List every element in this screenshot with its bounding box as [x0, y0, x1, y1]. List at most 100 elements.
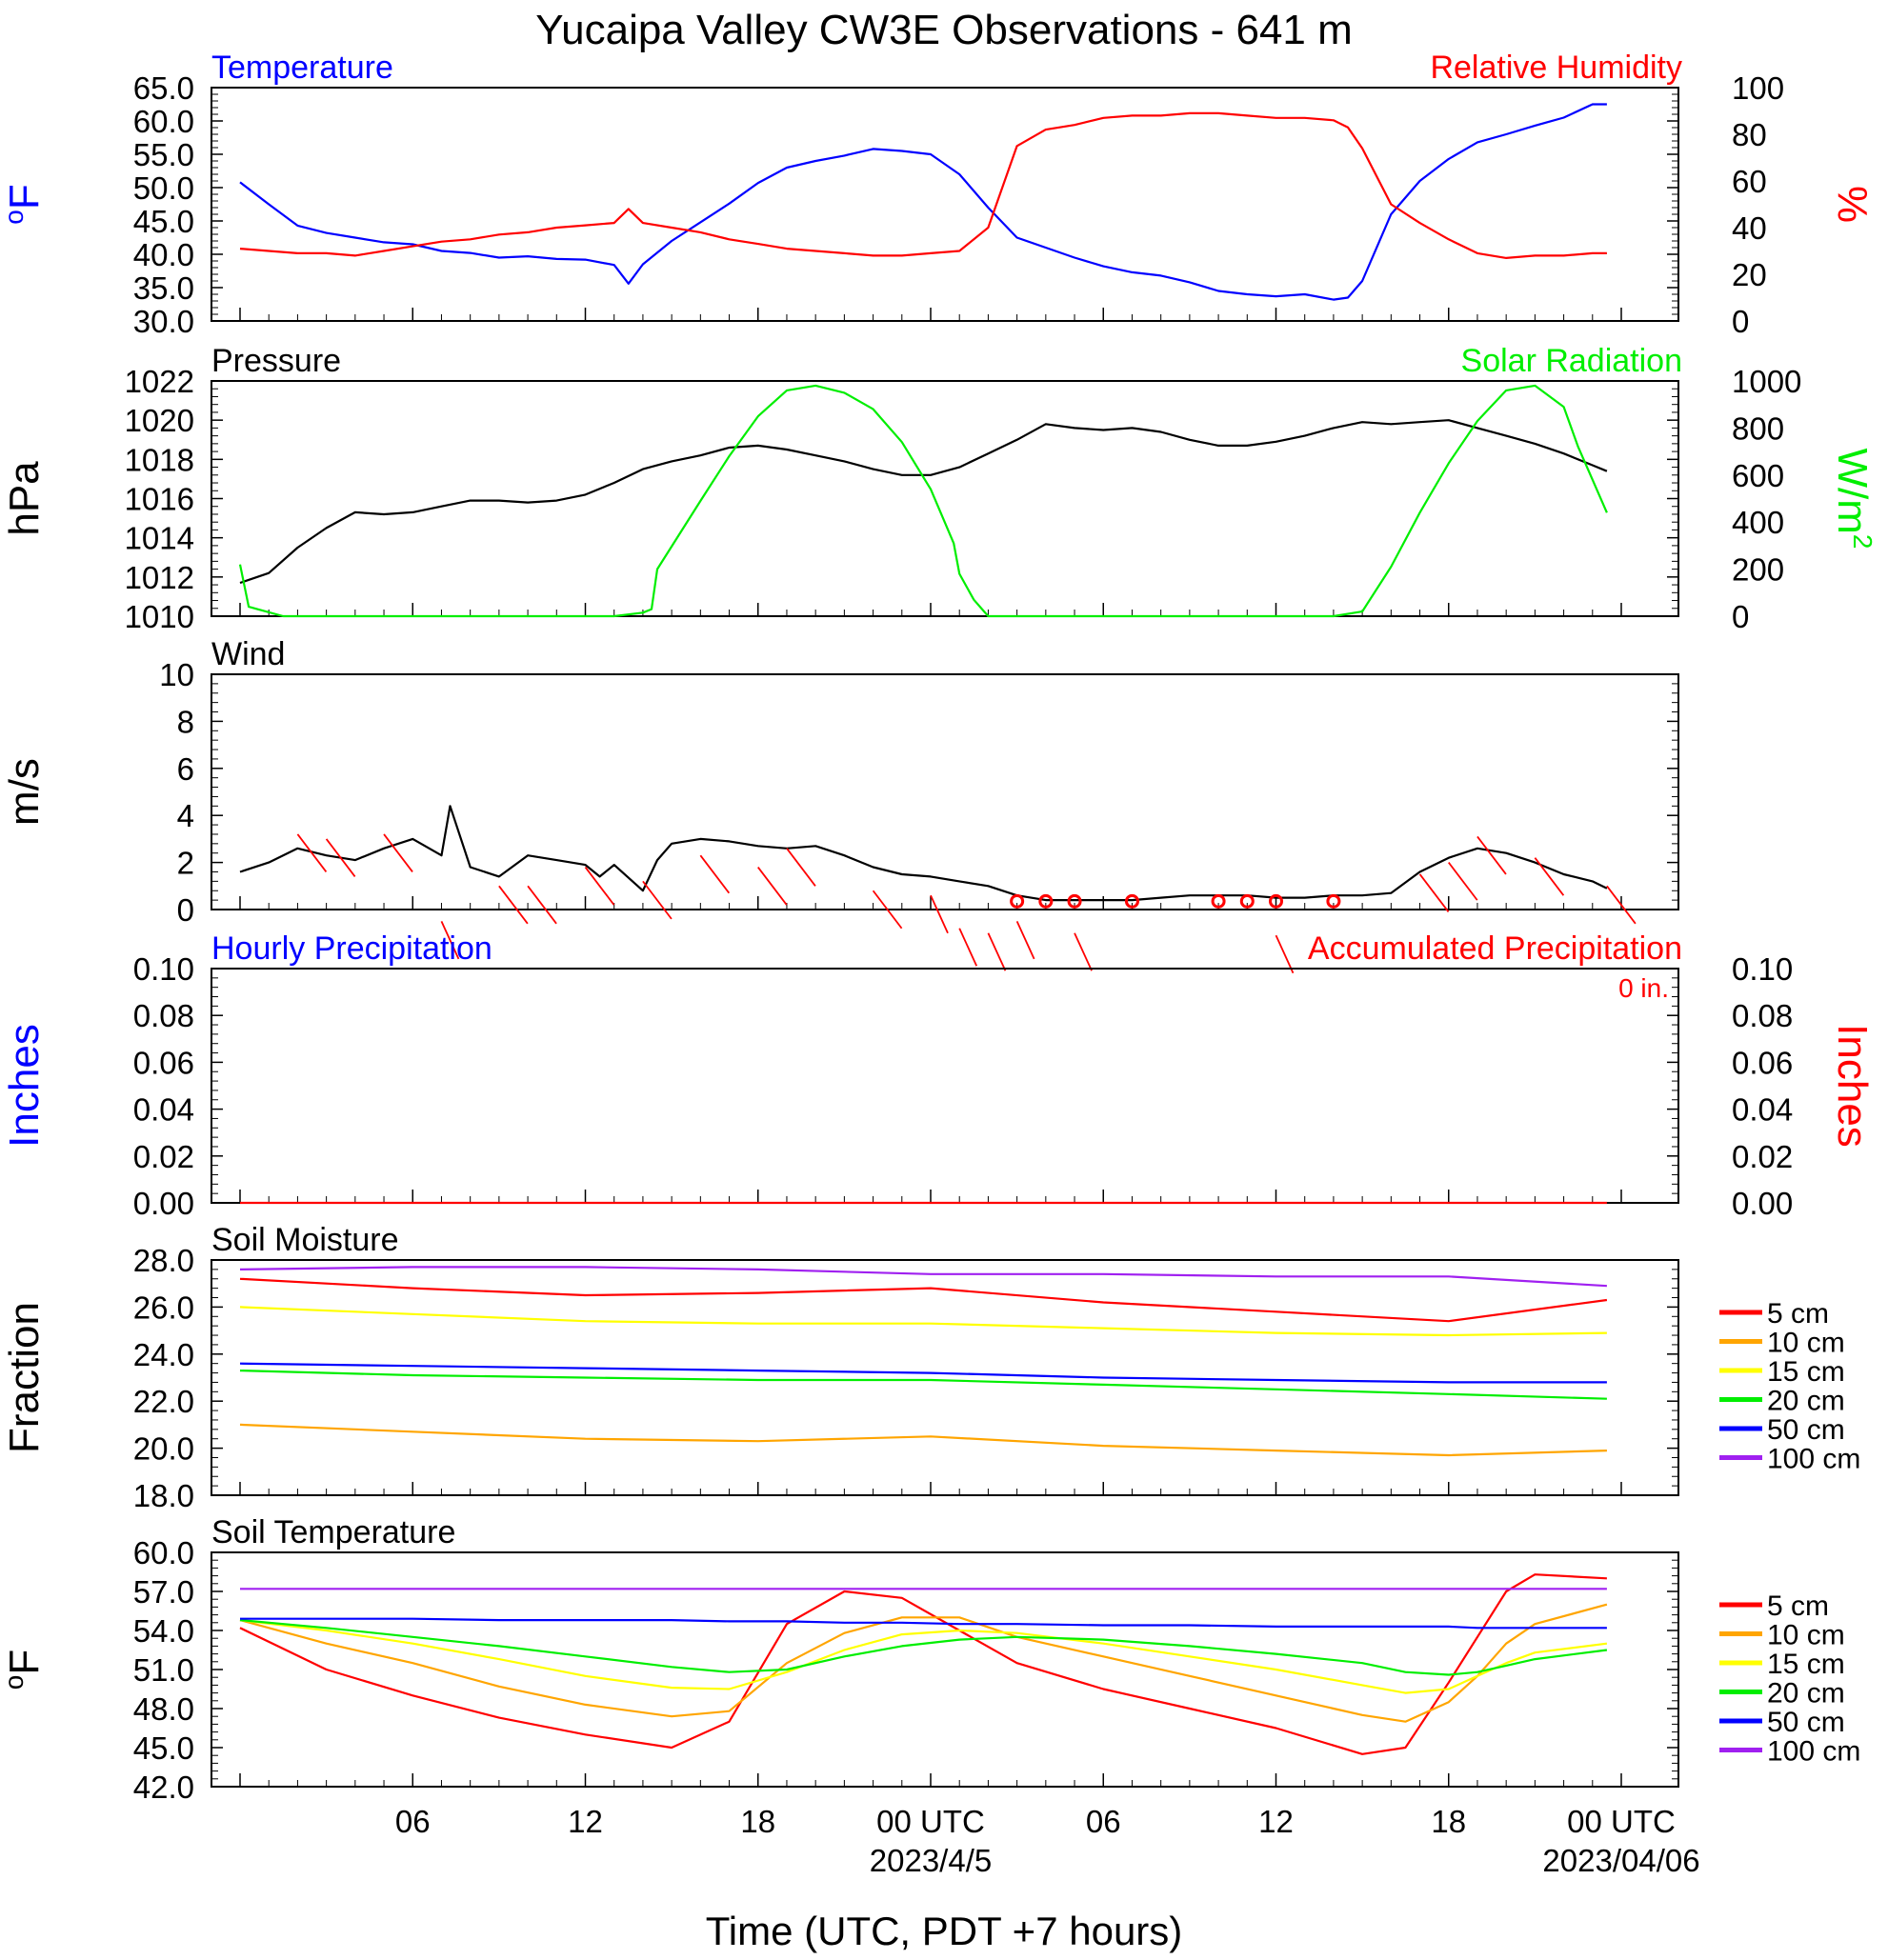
wind-barb: [642, 880, 673, 920]
panel-title-right: Accumulated Precipitation: [1308, 930, 1682, 967]
series-temperature: [239, 103, 1607, 301]
panel-title-right: Relative Humidity: [1430, 50, 1682, 86]
left-tick-label: 50.0: [133, 170, 194, 206]
series-pressure: [239, 419, 1608, 585]
legend-label: 100 cm: [1767, 1444, 1860, 1475]
wind-barb: [325, 838, 356, 877]
wind-barb: [1275, 934, 1295, 974]
degree-symbol: o: [0, 210, 29, 225]
wind-barb: [1476, 835, 1507, 875]
right-tick-label: 20: [1732, 257, 1767, 292]
left-tick-label: 42.0: [133, 1770, 194, 1805]
left-tick-label: 54.0: [133, 1613, 194, 1649]
panel-title-left: Pressure: [211, 343, 341, 379]
right-tick-label: 0: [1732, 599, 1749, 634]
plot-frame: [211, 1551, 1679, 1788]
x-date-label: 2023/4/5: [870, 1843, 992, 1878]
left-tick-label: 4: [177, 798, 194, 833]
left-axis-unit: oF: [0, 184, 48, 224]
panel-title-left: Temperature: [211, 50, 393, 86]
series-10-cm: [239, 1423, 1607, 1457]
wind-barb: [1015, 920, 1035, 960]
left-tick-label: 1022: [125, 364, 194, 399]
left-tick-label: 1016: [125, 482, 194, 517]
left-tick-label: 0.04: [133, 1092, 194, 1128]
left-tick-label: 20.0: [133, 1431, 194, 1467]
right-axis-unit: %: [1829, 186, 1876, 223]
wind-barb: [1418, 873, 1450, 913]
calm-circle: [1269, 893, 1283, 909]
wind-barb: [987, 932, 1007, 971]
left-tick-label: 28.0: [133, 1243, 194, 1278]
legend-label: 5 cm: [1767, 1590, 1829, 1622]
wind-barb: [527, 885, 557, 925]
panel-precip: 0.00 0.02 0.04 0.06 0.08 0.10 0.00 0.02 0.04 0.06…: [1, 930, 1876, 1221]
wind-barb: [1074, 932, 1093, 971]
right-tick-label: 600: [1732, 458, 1784, 493]
left-axis-unit: m/s: [1, 758, 48, 826]
left-tick-label: 0: [177, 892, 194, 928]
left-tick-label: 1020: [125, 403, 194, 438]
left-tick-label: 60.0: [133, 1535, 194, 1570]
right-tick-label: 0.08: [1732, 998, 1793, 1033]
wind-barb: [296, 833, 328, 873]
wind-barb: [584, 866, 615, 906]
left-tick-label: 65.0: [133, 70, 194, 106]
plot-frame: [211, 87, 1679, 322]
right-tick-label: 200: [1732, 552, 1784, 588]
right-tick-label: 80: [1732, 117, 1767, 152]
left-tick-label: 0.06: [133, 1045, 194, 1080]
left-tick-label: 0.10: [133, 951, 194, 987]
wind-barb: [786, 848, 816, 887]
series-100-cm: [239, 1266, 1607, 1288]
right-axis-unit: W/m2: [1829, 449, 1878, 550]
left-tick-label: 1014: [125, 521, 194, 556]
left-tick-label: 0.00: [133, 1186, 194, 1221]
panel-title-right: Solar Radiation: [1461, 343, 1682, 379]
left-tick-label: 1012: [125, 560, 194, 595]
calm-circle: [1038, 893, 1054, 909]
x-tick-label: 06: [395, 1804, 431, 1839]
x-date-label: 2023/04/06: [1542, 1843, 1699, 1878]
left-tick-label: 6: [177, 751, 194, 787]
legend-label: 20 cm: [1767, 1386, 1845, 1417]
wind-barb: [872, 890, 903, 930]
legend-label: 50 cm: [1767, 1414, 1845, 1446]
wind-barb: [383, 833, 413, 873]
panel-title-left: Wind: [211, 636, 285, 672]
left-axis-unit: oF: [0, 1650, 48, 1690]
left-tick-label: 18.0: [133, 1478, 194, 1513]
x-tick-label: 00 UTC: [1567, 1804, 1676, 1839]
calm-circle: [1124, 893, 1139, 909]
right-tick-label: 0.02: [1732, 1139, 1793, 1174]
wind-barb: [1534, 857, 1565, 896]
x-axis-label: Time (UTC, PDT +7 hours): [706, 1909, 1183, 1953]
right-tick-label: 1000: [1732, 364, 1801, 399]
left-tick-label: 1018: [125, 442, 194, 477]
left-tick-label: 22.0: [133, 1384, 194, 1419]
series-50-cm: [240, 1617, 1607, 1630]
legend-label: 5 cm: [1767, 1298, 1829, 1330]
right-tick-label: 0: [1732, 304, 1749, 339]
left-tick-label: 57.0: [133, 1574, 194, 1610]
series-relative-humidity: [239, 111, 1607, 259]
panel-wind: 0 2 4 6 8 10 Wind m/s: [1, 636, 1679, 974]
right-tick-label: 0.10: [1732, 951, 1793, 987]
left-tick-label: 26.0: [133, 1290, 194, 1325]
panel-temp_rh: 30.035.040.045.050.055.060.065.0 0 20 40 60 8…: [0, 50, 1876, 339]
unit-superscript: 2: [1848, 534, 1878, 550]
x-tick-label: 00 UTC: [876, 1804, 985, 1839]
left-tick-label: 51.0: [133, 1652, 194, 1688]
panel-title-left: Soil Moisture: [211, 1222, 399, 1258]
calm-circle: [1067, 893, 1082, 909]
plot-frame: [211, 968, 1679, 1204]
panel-pressure_solar: 1010 1012 1014 1016 1018 1020 1022 0 200 400 600 80…: [1, 343, 1878, 634]
right-tick-label: 60: [1732, 164, 1767, 199]
series-solar-radiation: [238, 384, 1608, 618]
x-tick-label: 12: [568, 1804, 603, 1839]
wind-barb: [930, 894, 949, 934]
unit-letter: F: [1, 1650, 48, 1675]
left-tick-label: 35.0: [133, 270, 194, 306]
